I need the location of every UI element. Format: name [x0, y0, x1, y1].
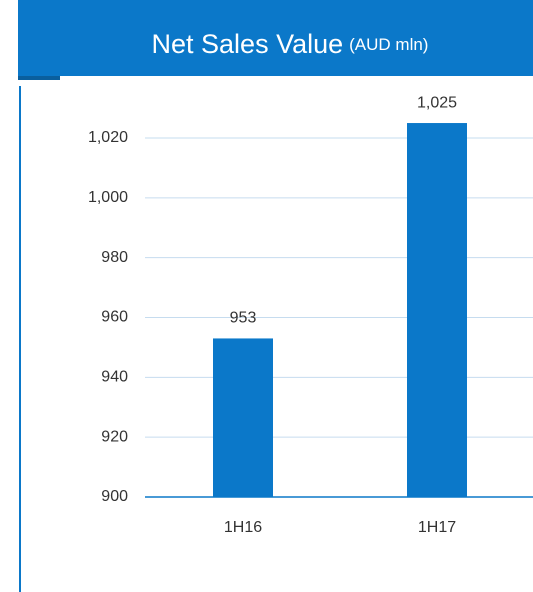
header-accent [18, 76, 60, 80]
y-tick-label: 1,000 [88, 189, 128, 206]
title-main: Net Sales Value [152, 29, 344, 59]
x-tick-label: 1H17 [418, 519, 456, 536]
y-tick-label: 900 [101, 488, 128, 505]
header-band [18, 0, 533, 76]
y-tick-label: 920 [101, 428, 128, 445]
y-tick-label: 940 [101, 369, 128, 386]
chart-title: Net Sales Value (AUD mln) [152, 29, 429, 59]
title-unit: (AUD mln) [349, 35, 428, 54]
data-label: 1,025 [417, 94, 457, 111]
y-tick-label: 960 [101, 309, 128, 326]
bar [407, 123, 467, 498]
bar [213, 338, 273, 497]
data-label: 953 [230, 310, 257, 327]
y-tick-label: 1,020 [88, 129, 128, 146]
y-tick-label: 980 [101, 249, 128, 266]
x-tick-label: 1H16 [224, 519, 262, 536]
